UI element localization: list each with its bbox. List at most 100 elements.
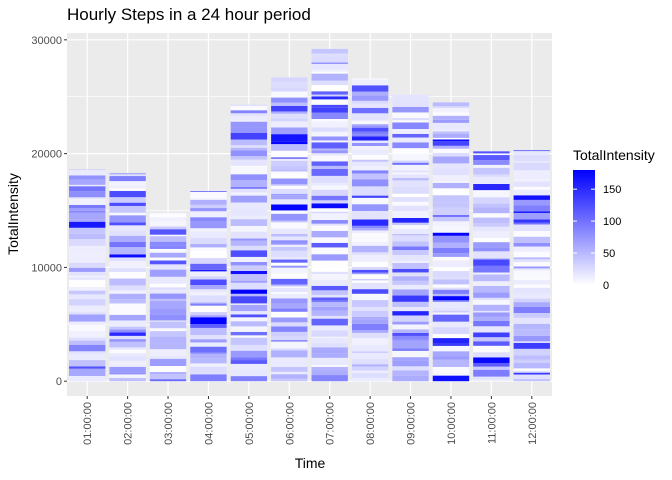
bar-segment — [190, 208, 227, 212]
bar-segment — [392, 160, 429, 163]
bar-segment — [432, 310, 470, 313]
bar-segment — [190, 276, 227, 280]
bar-segment — [149, 349, 187, 357]
bar-segment — [473, 190, 510, 193]
bar-segment — [432, 345, 470, 352]
bar-segment — [230, 335, 268, 338]
bar-segment — [230, 147, 268, 151]
bar-segment — [513, 251, 550, 258]
bar-segment — [311, 237, 348, 243]
x-tick-label: 02:00:00 — [123, 402, 135, 445]
bar-segment — [351, 197, 389, 205]
bar-segment — [271, 246, 308, 251]
bar-segment — [69, 331, 106, 338]
bar-segment — [311, 175, 348, 183]
bar-segment — [432, 307, 470, 311]
bar-segment — [513, 323, 550, 330]
bars — [69, 48, 550, 382]
bar-segment — [513, 342, 550, 349]
bar-segment — [190, 302, 227, 304]
bar-segment — [230, 159, 268, 166]
bar-segment — [271, 267, 308, 274]
bar-segment — [351, 170, 389, 174]
bar-segment — [513, 368, 550, 371]
bar-segment — [392, 315, 429, 322]
bar-segment — [432, 289, 470, 294]
bar-segment — [432, 253, 470, 257]
bar-segment — [271, 222, 308, 229]
bar-segment — [149, 250, 187, 253]
bar-segment — [513, 181, 550, 187]
bar-segment — [271, 134, 308, 142]
bar-segment — [230, 132, 268, 140]
bar-segment — [69, 258, 106, 263]
bar-segment — [190, 247, 227, 252]
bar-segment — [432, 221, 470, 226]
bar-segment — [230, 331, 268, 336]
bar-segment — [513, 186, 550, 190]
bar-segment — [311, 357, 348, 365]
bar-segment — [392, 233, 429, 236]
bar-segment — [230, 270, 268, 275]
bar-segment — [432, 148, 470, 153]
bar-segment — [392, 205, 429, 211]
bar-segment — [351, 261, 389, 267]
bar-segment — [473, 153, 510, 156]
bar-segment — [109, 222, 146, 226]
bar-segment — [311, 148, 348, 151]
bar-segment — [432, 225, 470, 233]
bar-segment — [271, 284, 308, 287]
bar-segment — [351, 136, 389, 141]
bar-segment — [432, 175, 470, 181]
bar-segment — [311, 267, 348, 272]
bar-segment — [230, 261, 268, 266]
bar-segment — [513, 224, 550, 231]
bar-segment — [109, 174, 146, 177]
bar-segment — [271, 102, 308, 106]
bar-segment — [473, 167, 510, 175]
bar-segment — [311, 94, 348, 97]
bar-segment — [230, 120, 268, 122]
bar-segment — [513, 262, 550, 267]
bar-segment — [351, 127, 389, 132]
bar-segment — [392, 311, 429, 316]
bar-segment — [432, 137, 470, 140]
bar-segment — [271, 259, 308, 263]
bar-segment — [271, 291, 308, 294]
bar-segment — [473, 174, 510, 177]
bar-segment — [392, 306, 429, 312]
bar-segment — [271, 308, 308, 312]
bar-segment — [432, 356, 470, 360]
bar-segment — [351, 282, 389, 290]
bar-segment — [513, 341, 550, 343]
bar-segment — [432, 156, 470, 164]
bar-segment — [230, 231, 268, 239]
bar-segment — [109, 309, 146, 315]
legend-ticks: 0 50 100 150 — [573, 184, 621, 292]
bar-segment — [473, 362, 510, 367]
bar-segment — [351, 272, 389, 275]
bar-segment — [271, 265, 308, 268]
bar-segment — [69, 233, 106, 240]
bar-segment — [351, 225, 389, 228]
chart-title: Hourly Steps in a 24 hour period — [67, 5, 311, 24]
y-tick-label: 30000 — [31, 35, 62, 47]
bar-segment — [230, 208, 268, 216]
bar-segment — [351, 227, 389, 231]
bar-segment — [69, 294, 106, 300]
bar-segment — [392, 210, 429, 218]
bar-segment — [351, 126, 389, 128]
bar-segment — [392, 262, 429, 269]
bar-segment — [392, 117, 429, 121]
bar-segment — [311, 364, 348, 367]
bar-segment — [473, 379, 510, 382]
bar-segment — [69, 368, 106, 376]
bar-segment — [432, 366, 470, 374]
bar-segment — [109, 261, 146, 269]
bar-segment — [230, 104, 268, 106]
bar-segment — [351, 91, 389, 96]
bar-segment — [513, 329, 550, 336]
bar-segment — [271, 91, 308, 98]
bar-segment — [351, 332, 389, 338]
bar-segment — [513, 205, 550, 212]
